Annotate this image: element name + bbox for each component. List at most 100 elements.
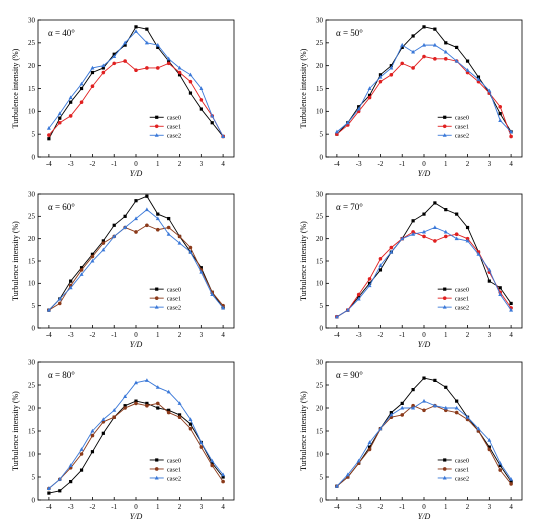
- data-point: [112, 223, 116, 227]
- data-point: [442, 467, 447, 471]
- data-point: [433, 378, 437, 382]
- data-point: [411, 219, 415, 223]
- data-point: [465, 68, 470, 72]
- x-tick-label: -4: [46, 160, 52, 168]
- data-point: [221, 134, 226, 138]
- chart-panel-1: 0 5 10 15 20 25 30 -4 -3 -2 -1 0 1 2 3 4 Y/D Turbulence i…: [11, 16, 235, 178]
- data-point: [455, 399, 459, 403]
- data-point: [134, 401, 138, 406]
- x-tick-label: 0: [134, 160, 138, 168]
- y-tick-label: 15: [316, 257, 324, 265]
- data-point: [443, 49, 448, 54]
- data-point: [357, 105, 361, 109]
- data-point: [154, 467, 159, 471]
- data-point: [442, 304, 447, 309]
- data-point: [210, 121, 214, 125]
- data-point: [79, 100, 84, 104]
- data-point: [154, 475, 159, 480]
- x-tick-label: -1: [399, 160, 405, 168]
- y-tick-label: 20: [28, 235, 36, 243]
- data-point: [442, 296, 447, 300]
- y-tick-label: 0: [32, 496, 36, 504]
- data-point: [166, 232, 171, 236]
- data-point: [442, 475, 447, 480]
- y-axis-label: Turbulence intensity (%): [299, 221, 308, 301]
- plot-frame: [37, 19, 235, 158]
- data-point: [177, 70, 182, 75]
- data-point: [188, 91, 193, 95]
- y-axis-label: Turbulence intensity (%): [299, 48, 308, 128]
- y-tick-label: 10: [28, 280, 36, 288]
- y-tick-label: 10: [28, 108, 36, 116]
- data-point: [422, 25, 426, 29]
- data-point: [433, 27, 437, 31]
- data-point: [210, 113, 215, 118]
- data-point: [498, 461, 503, 465]
- data-point: [145, 27, 149, 31]
- y-tick-label: 15: [316, 427, 324, 435]
- data-point: [422, 42, 426, 47]
- data-point: [145, 66, 149, 70]
- y-tick-label: 5: [32, 131, 36, 139]
- y-tick-label: 15: [28, 85, 36, 93]
- x-tick-label: 2: [178, 331, 182, 339]
- data-point: [47, 133, 51, 137]
- data-point: [422, 398, 426, 403]
- data-point: [79, 468, 84, 472]
- data-point: [134, 25, 138, 29]
- data-point: [199, 107, 203, 111]
- legend: case0 case1 case2: [149, 115, 181, 140]
- data-point: [498, 463, 502, 468]
- y-tick-label: 30: [316, 16, 324, 24]
- legend-label: case2: [455, 133, 469, 140]
- x-tick-label: 4: [509, 160, 513, 168]
- data-point: [57, 111, 62, 116]
- data-point: [47, 137, 51, 141]
- legend-entry: case1: [437, 466, 469, 473]
- data-point: [112, 54, 117, 59]
- x-tick-label: 4: [509, 331, 513, 339]
- y-tick-label: 25: [316, 213, 324, 221]
- legend-label: case2: [167, 304, 181, 311]
- data-point: [123, 40, 128, 45]
- x-tick-label: 0: [422, 160, 426, 168]
- data-point: [221, 475, 225, 479]
- data-point: [166, 389, 171, 394]
- x-axis-label: Y/D: [130, 169, 143, 178]
- data-point: [443, 405, 448, 410]
- y-tick-label: 25: [316, 39, 324, 47]
- x-tick-label: -4: [334, 160, 340, 168]
- series-case0: [47, 399, 225, 495]
- data-point: [101, 247, 106, 252]
- series-case1: [335, 403, 513, 489]
- data-point: [465, 236, 470, 241]
- data-point: [378, 73, 383, 77]
- data-point: [498, 112, 502, 116]
- data-point: [378, 256, 383, 261]
- y-tick-label: 5: [320, 131, 324, 139]
- legend-label: case1: [167, 124, 181, 131]
- plot-frame: [325, 361, 523, 501]
- series-case2: [334, 225, 514, 319]
- series-line: [336, 202, 512, 318]
- data-point: [123, 214, 127, 218]
- data-point: [46, 486, 51, 490]
- data-point: [177, 65, 182, 70]
- data-point: [166, 225, 171, 230]
- data-point: [444, 208, 448, 212]
- data-point: [422, 212, 426, 216]
- x-tick-label: -1: [111, 160, 117, 168]
- data-point: [79, 272, 84, 276]
- data-point: [166, 61, 171, 66]
- data-point: [498, 286, 502, 290]
- data-point: [378, 263, 383, 267]
- data-point: [400, 236, 405, 241]
- legend: case0 case1 case2: [149, 286, 181, 311]
- data-point: [155, 115, 159, 119]
- x-tick-label: 4: [221, 331, 225, 339]
- data-point: [476, 75, 481, 79]
- y-tick-label: 20: [316, 404, 324, 412]
- y-tick-label: 10: [28, 450, 36, 458]
- data-point: [101, 239, 105, 243]
- x-tick-label: -1: [399, 331, 405, 339]
